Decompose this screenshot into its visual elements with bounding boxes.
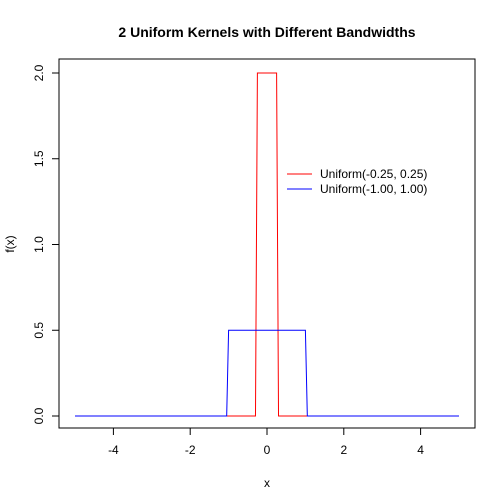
y-tick-label: 0.5 — [32, 322, 46, 339]
legend-label-2: Uniform(-1.00, 1.00) — [320, 182, 427, 196]
series-line-2 — [75, 329, 459, 417]
y-axis-label: f(x) — [3, 235, 17, 252]
series-layer — [75, 72, 459, 417]
y-axis: 0.0 0.5 1.0 1.5 2.0 — [32, 64, 60, 424]
x-tick-label: 4 — [417, 443, 424, 457]
x-tick-label: -4 — [108, 443, 119, 457]
y-tick-label: 2.0 — [32, 64, 46, 81]
x-axis: -4 -2 0 2 4 — [108, 427, 424, 457]
y-tick-label: 1.5 — [32, 150, 46, 167]
y-tick-label: 1.0 — [32, 236, 46, 253]
legend-label-1: Uniform(-0.25, 0.25) — [320, 167, 427, 181]
plot-frame — [58, 58, 476, 429]
x-axis-label: x — [264, 476, 270, 490]
series-line-1 — [75, 72, 459, 417]
x-tick-label: 0 — [264, 443, 271, 457]
chart-title: 2 Uniform Kernels with Different Bandwid… — [118, 24, 415, 40]
legend: Uniform(-0.25, 0.25)Uniform(-1.00, 1.00) — [287, 167, 427, 196]
x-tick-label: 2 — [340, 443, 347, 457]
y-tick-label: 0.0 — [32, 407, 46, 424]
x-tick-label: -2 — [185, 443, 196, 457]
